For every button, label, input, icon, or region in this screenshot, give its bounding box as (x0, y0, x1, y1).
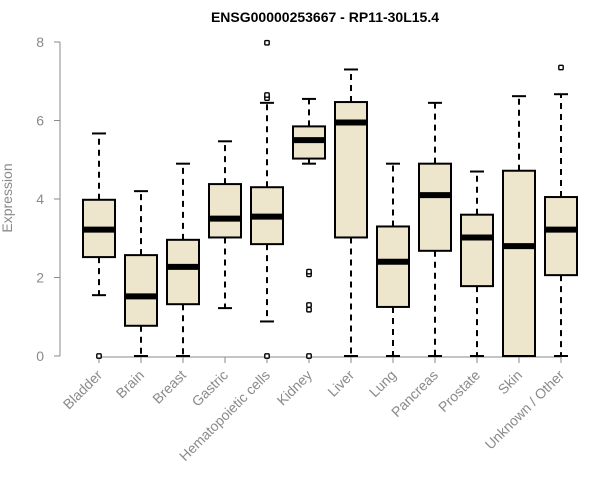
x-tick-label-7: Lung (366, 367, 399, 400)
box-lung (376, 162, 410, 357)
iqr-box (544, 196, 578, 277)
box-unknown-other (544, 64, 578, 357)
iqr-box (418, 162, 452, 252)
outlier-point (264, 92, 270, 98)
iqr-box (502, 169, 536, 357)
y-tick-label-8: 8 (36, 34, 44, 50)
outlier-point (306, 302, 312, 308)
y-tick-label-6: 6 (36, 113, 44, 129)
y-axis-label: Expression (0, 163, 15, 232)
x-tick-label-8: Pancreas (388, 367, 441, 420)
x-tick-label-1: Brain (113, 367, 147, 401)
x-tick-label-9: Prostate (435, 367, 483, 415)
x-tick-label-2: Breast (149, 367, 189, 407)
box-bladder (82, 132, 116, 359)
box-hematopoietic-cells (250, 39, 284, 359)
outlier-point (558, 64, 564, 71)
box-liver (334, 68, 368, 357)
x-tick-label-11: Unknown / Other (482, 367, 568, 453)
iqr-box (124, 254, 158, 327)
box-prostate (460, 170, 494, 357)
outlier-point (306, 353, 312, 359)
outlier-point (264, 353, 270, 359)
iqr-box (208, 183, 242, 239)
x-tick-label-5: Kidney (274, 367, 316, 409)
x-tick-label-0: Bladder (60, 367, 106, 413)
y-tick-label-2: 2 (36, 270, 44, 286)
x-tick-label-6: Liver (324, 367, 357, 400)
iqr-box (460, 213, 494, 288)
iqr-box (376, 225, 410, 308)
y-tick-label-4: 4 (36, 191, 44, 207)
box-series (82, 39, 578, 359)
outlier-point (96, 353, 102, 359)
outlier-point (264, 39, 270, 46)
x-tick-label-10: Skin (495, 367, 526, 398)
box-gastric (208, 140, 242, 310)
box-kidney (292, 97, 326, 359)
box-skin (502, 95, 536, 357)
outlier-point (306, 306, 312, 313)
box-brain (124, 190, 158, 357)
y-tick-label-0: 0 (36, 348, 44, 364)
chart-title: ENSG00000253667 - RP11-30L15.4 (211, 9, 439, 25)
iqr-box (166, 238, 200, 306)
box-breast (166, 162, 200, 357)
outlier-point (306, 268, 312, 275)
box-pancreas (418, 101, 452, 357)
